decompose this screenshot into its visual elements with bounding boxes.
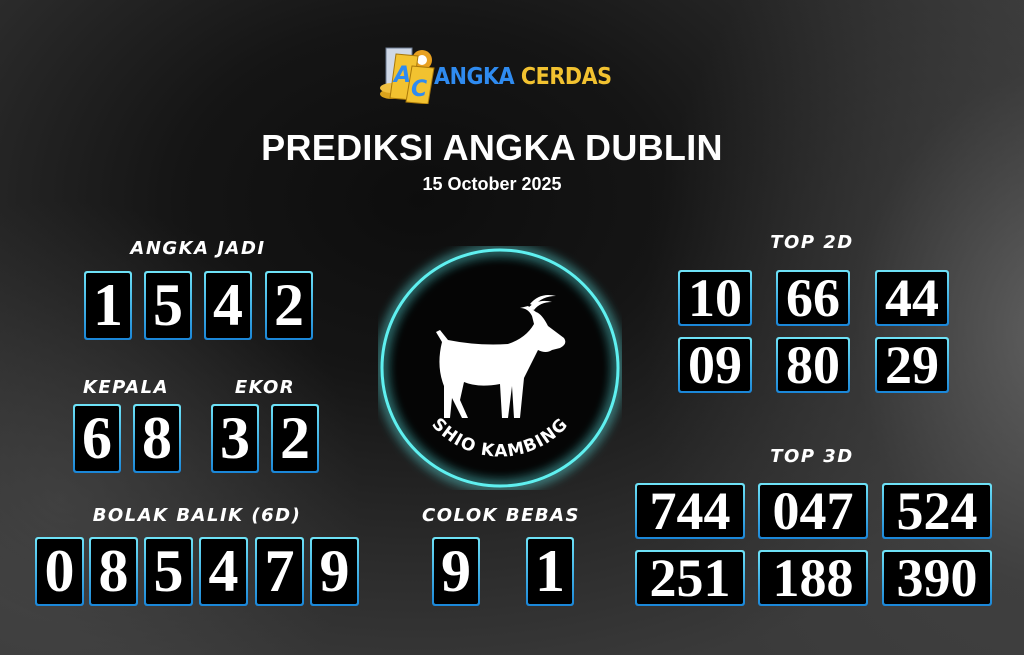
- kepala-digit: 8: [133, 404, 181, 473]
- angka-jadi-digit: 2: [265, 271, 313, 340]
- top-3d-number-value: 188: [760, 548, 866, 608]
- top-3d-number: 047: [758, 481, 868, 541]
- ekor-digit: 3: [211, 404, 259, 473]
- kepala-label: KEPALA: [82, 377, 170, 398]
- top-3d-number-value: 390: [884, 548, 990, 608]
- top-2d-number: 66: [776, 268, 850, 328]
- top-2d-number-value: 10: [680, 268, 750, 328]
- top-3d-number-value: 047: [760, 481, 866, 541]
- colok-bebas-digit: 9: [432, 537, 480, 606]
- prediction-date: 15 October 2025: [422, 174, 562, 194]
- top-2d-label: TOP 2D: [770, 232, 854, 253]
- top-2d-number-value: 66: [778, 268, 848, 328]
- top-3d-number: 251: [635, 548, 745, 608]
- top-2d-number-value: 29: [877, 335, 947, 395]
- bolak-balik-digit: 0: [35, 537, 84, 606]
- bolak-balik-digit: 7: [255, 537, 304, 606]
- glow-ring: [380, 248, 620, 488]
- top-2d-number: 29: [875, 335, 949, 395]
- top-2d-number: 10: [678, 268, 752, 328]
- angka-jadi-label: ANGKA JADI: [130, 238, 266, 259]
- top-3d-number-value: 744: [637, 481, 743, 541]
- colok-bebas-digit-value: 9: [434, 538, 478, 604]
- bolak-balik-label: BOLAK BALIK (6D): [92, 505, 302, 526]
- angka-jadi-digit: 1: [84, 271, 132, 340]
- bolak-balik-digit-value: 8: [91, 538, 136, 604]
- page-title: PREDIKSI ANGKA DUBLIN: [261, 127, 723, 168]
- svg-text:C: C: [411, 77, 427, 102]
- top-3d-number: 188: [758, 548, 868, 608]
- kepala-digit-value: 8: [135, 405, 179, 471]
- kepala-digit-value: 6: [75, 405, 119, 471]
- colok-bebas-label: COLOK BEBAS: [422, 505, 580, 526]
- top-3d-number: 744: [635, 481, 745, 541]
- bolak-balik-digit-value: 5: [146, 538, 191, 604]
- angka-jadi-digit: 5: [144, 271, 192, 340]
- shio-emblem: SHIO KAMBING: [378, 246, 622, 490]
- angka-jadi-digit-value: 5: [146, 272, 190, 338]
- top-2d-number-value: 09: [680, 335, 750, 395]
- bolak-balik-digit: 5: [144, 537, 193, 606]
- bolak-balik-digit-value: 4: [201, 538, 246, 604]
- top-2d-number: 80: [776, 335, 850, 395]
- angka-jadi-digit-value: 1: [86, 272, 130, 338]
- logo-text: ANGKA CERDAS: [434, 64, 612, 90]
- ekor-label: EKOR: [234, 377, 296, 398]
- bolak-balik-digit: 9: [310, 537, 359, 606]
- colok-bebas-digit-value: 1: [528, 538, 572, 604]
- kepala-digit: 6: [73, 404, 121, 473]
- top-3d-number: 390: [882, 548, 992, 608]
- top-2d-number-value: 44: [877, 268, 947, 328]
- top-2d-number-value: 80: [778, 335, 848, 395]
- top-3d-label: TOP 3D: [770, 446, 854, 467]
- top-3d-number: 524: [882, 481, 992, 541]
- top-2d-number: 09: [678, 335, 752, 395]
- angka-jadi-digit-value: 2: [267, 272, 311, 338]
- bolak-balik-digit: 4: [199, 537, 248, 606]
- logo: A C ANGKA CERDAS: [378, 46, 612, 105]
- colok-bebas-digit: 1: [526, 537, 574, 606]
- bolak-balik-digit: 8: [89, 537, 138, 606]
- bolak-balik-digit-value: 9: [312, 538, 357, 604]
- ekor-digit: 2: [271, 404, 319, 473]
- logo-word-cerdas: CERDAS: [520, 64, 612, 90]
- ekor-digit-value: 3: [213, 405, 257, 471]
- top-2d-number: 44: [875, 268, 949, 328]
- svg-text:A: A: [392, 63, 411, 88]
- top-3d-number-value: 251: [637, 548, 743, 608]
- bolak-balik-digit-value: 7: [257, 538, 302, 604]
- goat-icon: [436, 295, 566, 418]
- angka-jadi-digit-value: 4: [206, 272, 250, 338]
- logo-word-angka: ANGKA: [434, 64, 515, 90]
- ekor-digit-value: 2: [273, 405, 317, 471]
- logo-mark-icon: A C: [380, 47, 435, 105]
- top-3d-number-value: 524: [884, 481, 990, 541]
- angka-jadi-digit: 4: [204, 271, 252, 340]
- bolak-balik-digit-value: 0: [37, 538, 82, 604]
